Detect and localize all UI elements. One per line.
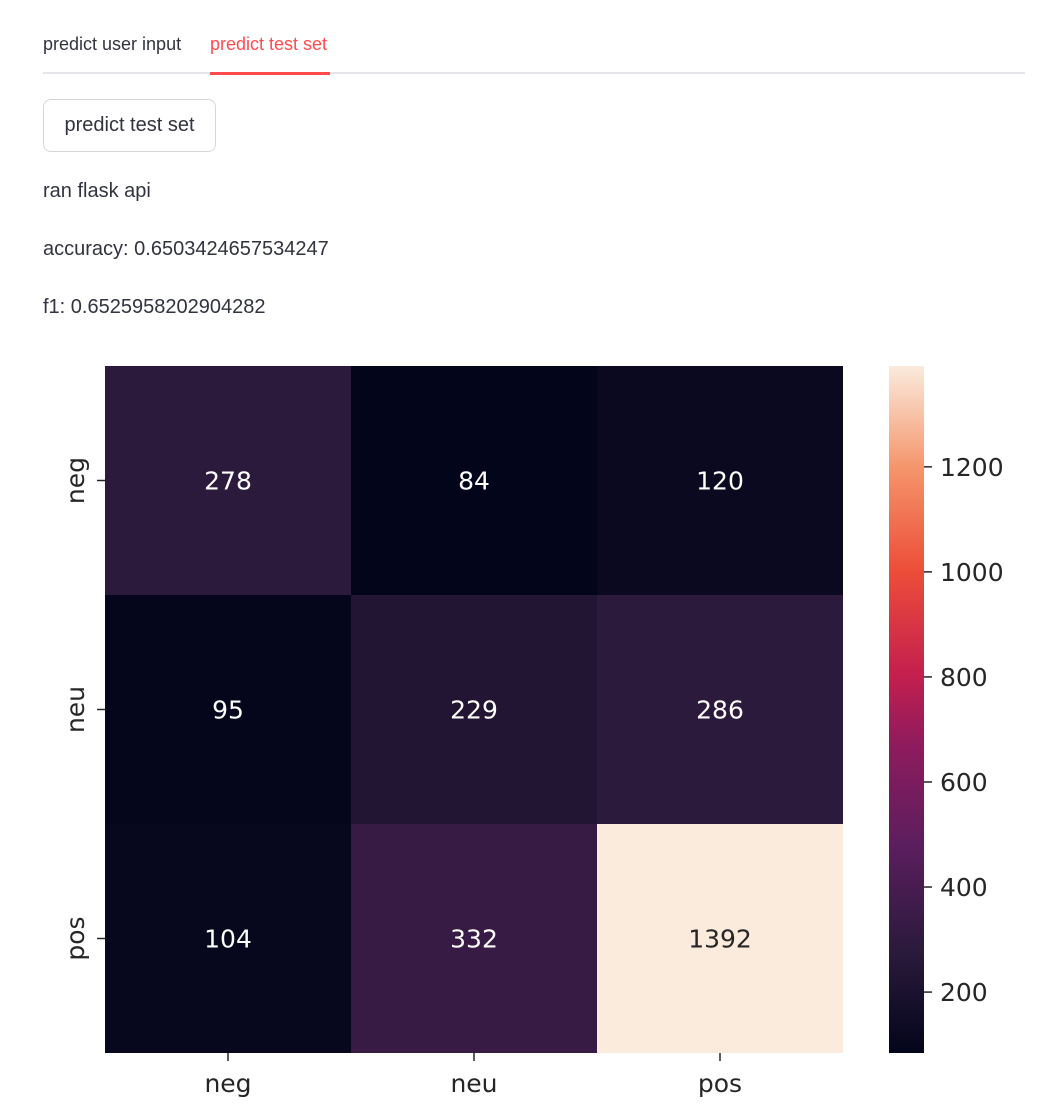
- cell-value-label: 286: [696, 696, 744, 725]
- cell-value-label: 84: [458, 467, 490, 496]
- heatmap-cell-neu-pos: [597, 595, 843, 824]
- tab-predict-user-input[interactable]: predict user input: [43, 34, 182, 54]
- heatmap-cells: [105, 366, 843, 1053]
- tab-bar: predict user input predict test set: [43, 0, 1025, 76]
- colorbar-tick-label: 400: [940, 873, 988, 902]
- active-tab-indicator: [210, 72, 330, 75]
- f1-text: f1: 0.6525958202904282: [43, 296, 266, 318]
- heatmap-cell-neu-neu: [351, 595, 597, 824]
- colorbar-tick-label: 1000: [940, 558, 1004, 587]
- cell-value-label: 1392: [688, 925, 752, 954]
- y-tick-label: neu: [61, 686, 90, 733]
- heatmap-cell-pos-neu: [351, 824, 597, 1053]
- cell-value-label: 332: [450, 925, 498, 954]
- x-tick-label: pos: [698, 1069, 742, 1098]
- heatmap-cell-neu-neg: [105, 595, 351, 824]
- cell-value-label: 278: [204, 467, 252, 496]
- colorbar: [889, 366, 924, 1053]
- tab-bar-divider: [43, 72, 1025, 74]
- cell-value-label: 120: [696, 467, 744, 496]
- x-tick-label: neg: [204, 1069, 251, 1098]
- heatmap-cell-pos-pos: [597, 824, 843, 1053]
- x-axis: neg neu pos: [204, 1053, 742, 1098]
- status-message: ran flask api: [43, 180, 151, 202]
- colorbar-tick-label: 1200: [940, 453, 1004, 482]
- colorbar-axis: 200 400 600 800 1000 1200: [924, 453, 1004, 1007]
- heatmap-cell-pos-neg: [105, 824, 351, 1053]
- heatmap-cell-neg-neu: [351, 366, 597, 595]
- heatmap-cell-labels: 278 84 120 95 229 286 104 332 1392: [204, 467, 752, 954]
- heatmap-cell-neg-pos: [597, 366, 843, 595]
- tab-predict-test-set[interactable]: predict test set: [210, 34, 328, 54]
- predict-test-set-button[interactable]: predict test set: [43, 99, 216, 152]
- y-tick-label: neg: [61, 457, 90, 504]
- cell-value-label: 95: [212, 696, 244, 725]
- heatmap-cell-neg-neg: [105, 366, 351, 595]
- colorbar-tick-label: 800: [940, 663, 988, 692]
- y-tick-label: pos: [61, 916, 90, 960]
- x-tick-label: neu: [450, 1069, 497, 1098]
- cell-value-label: 104: [204, 925, 252, 954]
- cell-value-label: 229: [450, 696, 498, 725]
- colorbar-tick-label: 200: [940, 978, 988, 1007]
- accuracy-text: accuracy: 0.6503424657534247: [43, 238, 329, 260]
- y-axis: neg neu pos: [61, 457, 105, 961]
- confusion-matrix-heatmap: 278 84 120 95 229 286 104 332 1392 neg neu pos neg…: [61, 366, 1004, 1098]
- colorbar-tick-label: 600: [940, 768, 988, 797]
